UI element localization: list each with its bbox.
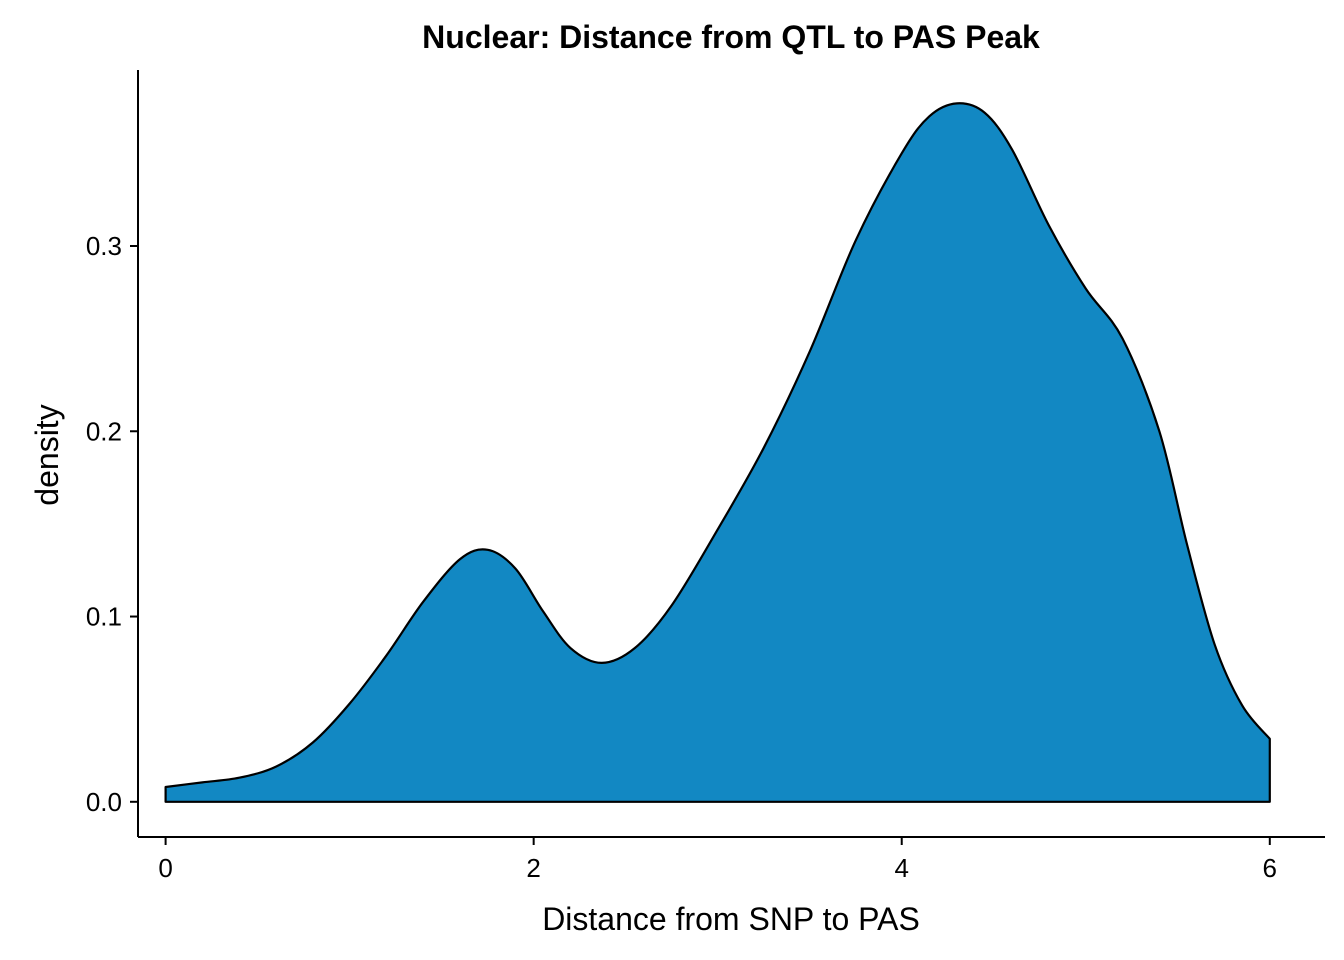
chart-title: Nuclear: Distance from QTL to PAS Peak — [422, 19, 1040, 55]
y-axis: 0.0 0.1 0.2 0.3 — [86, 70, 139, 837]
x-tick-label: 0 — [158, 853, 172, 883]
y-axis-label: density — [29, 404, 65, 505]
y-tick-label: 0.2 — [86, 416, 122, 446]
plot-area — [164, 102, 1271, 803]
y-tick-label: 0.3 — [86, 231, 122, 261]
y-tick-label: 0.0 — [86, 787, 122, 817]
x-tick-label: 4 — [894, 853, 908, 883]
y-tick-label: 0.1 — [86, 602, 122, 632]
x-tick-label: 6 — [1263, 853, 1277, 883]
x-tick-label: 2 — [526, 853, 540, 883]
x-axis: 0 2 4 6 — [138, 836, 1325, 883]
x-axis-label: Distance from SNP to PAS — [542, 901, 920, 937]
density-area — [164, 102, 1271, 803]
